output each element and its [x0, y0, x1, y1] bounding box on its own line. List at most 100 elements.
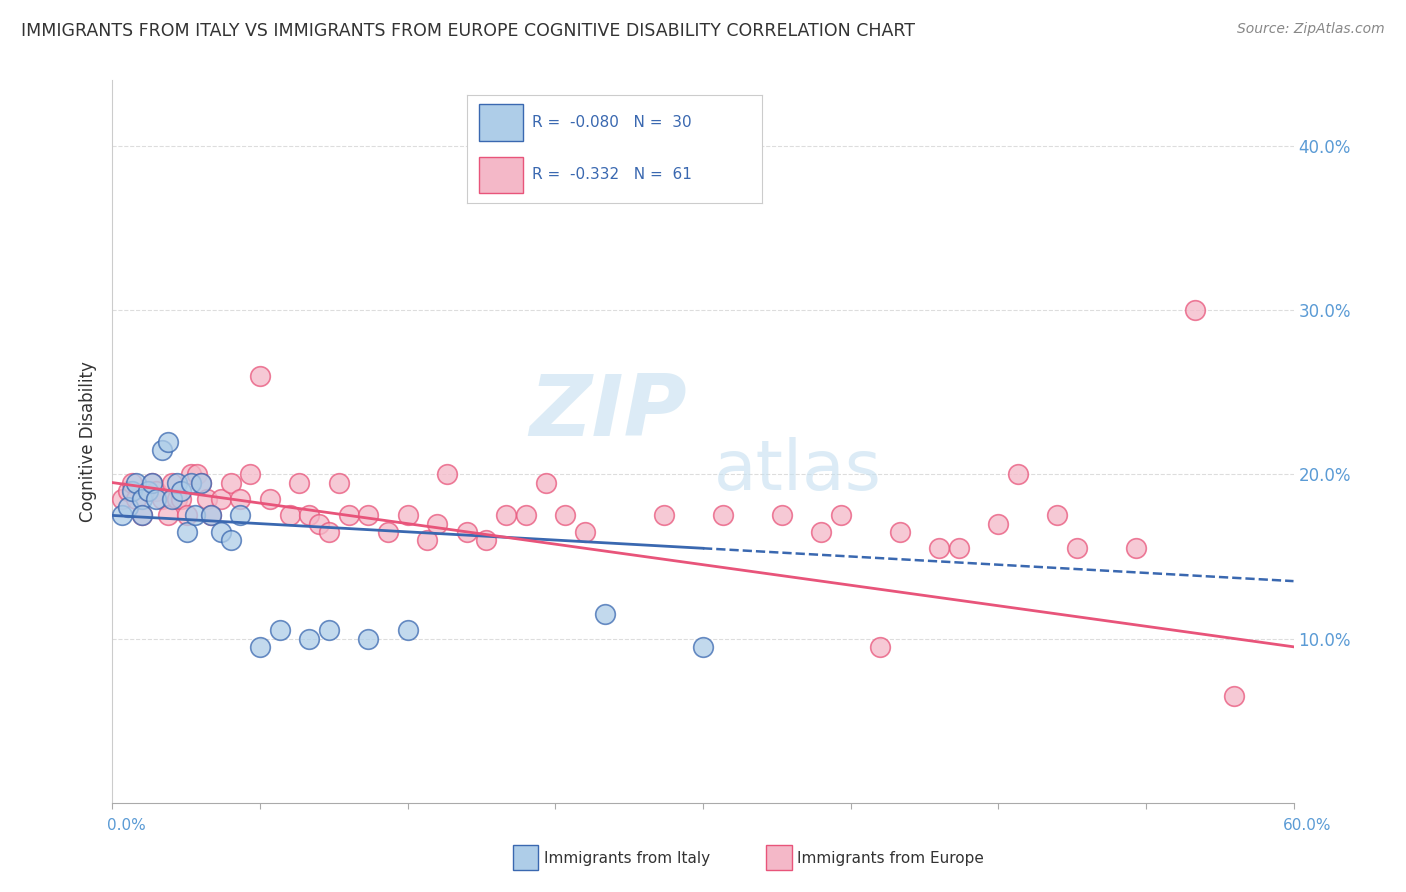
Point [150, 491, 173, 506]
Point [136, 483, 159, 498]
Point [125, 475, 148, 490]
Point [195, 491, 218, 506]
Point [219, 533, 242, 547]
Point [810, 524, 832, 539]
Point [298, 508, 321, 523]
Point [889, 524, 911, 539]
Point [328, 475, 350, 490]
Point [948, 541, 970, 556]
Point [200, 508, 222, 523]
Point [190, 475, 212, 490]
Point [170, 491, 193, 506]
Point [166, 475, 188, 490]
Point [711, 508, 734, 523]
Point [145, 483, 167, 498]
Point [160, 491, 183, 506]
Text: atlas: atlas [714, 437, 882, 504]
Point [298, 632, 321, 646]
Point [1066, 541, 1088, 556]
Point [436, 467, 458, 482]
Point [288, 475, 311, 490]
Point [186, 467, 208, 482]
Point [1046, 508, 1069, 523]
Text: 0.0%: 0.0% [107, 818, 146, 832]
Point [150, 442, 173, 457]
Point [160, 475, 183, 490]
Point [396, 508, 419, 523]
Point [377, 524, 399, 539]
Text: 60.0%: 60.0% [1284, 818, 1331, 832]
Point [131, 508, 153, 523]
Point [692, 640, 714, 654]
Point [131, 508, 153, 523]
Point [200, 508, 222, 523]
Point [229, 508, 252, 523]
Point [495, 508, 517, 523]
Point [111, 508, 134, 523]
Text: Source: ZipAtlas.com: Source: ZipAtlas.com [1237, 22, 1385, 37]
Point [318, 624, 340, 638]
Point [259, 491, 281, 506]
Point [180, 467, 202, 482]
Point [249, 640, 271, 654]
Point [416, 533, 439, 547]
Point [136, 483, 159, 498]
Point [170, 483, 193, 498]
Point [239, 467, 262, 482]
Point [145, 491, 167, 506]
Point [121, 483, 143, 498]
Point [176, 524, 198, 539]
Point [475, 533, 498, 547]
Point [308, 516, 330, 531]
Point [770, 508, 793, 523]
Point [830, 508, 852, 523]
Point [337, 508, 360, 523]
Point [426, 516, 449, 531]
Text: Immigrants from Europe: Immigrants from Europe [797, 851, 984, 865]
Point [141, 475, 163, 490]
Point [209, 524, 232, 539]
Point [1184, 303, 1206, 318]
Point [166, 491, 188, 506]
Point [156, 434, 179, 449]
Point [249, 368, 271, 383]
Text: Immigrants from Italy: Immigrants from Italy [544, 851, 710, 865]
Point [184, 508, 207, 523]
Point [1125, 541, 1147, 556]
Point [574, 524, 596, 539]
Point [269, 624, 291, 638]
Point [357, 632, 380, 646]
Point [318, 524, 340, 539]
Point [1007, 467, 1029, 482]
Point [396, 624, 419, 638]
Point [180, 475, 202, 490]
Point [131, 491, 153, 506]
Text: ZIP: ZIP [530, 371, 688, 454]
Point [357, 508, 380, 523]
Point [156, 508, 179, 523]
Point [117, 483, 139, 498]
Point [141, 475, 163, 490]
Point [117, 500, 139, 515]
Point [534, 475, 557, 490]
Point [593, 607, 616, 621]
Point [652, 508, 675, 523]
Point [1223, 689, 1246, 703]
Y-axis label: Cognitive Disability: Cognitive Disability [79, 361, 97, 522]
Point [111, 491, 134, 506]
Point [278, 508, 301, 523]
Point [987, 516, 1010, 531]
Point [121, 475, 143, 490]
Point [229, 491, 252, 506]
Point [456, 524, 478, 539]
Point [176, 508, 198, 523]
Point [515, 508, 537, 523]
Point [928, 541, 950, 556]
Point [554, 508, 576, 523]
Point [125, 491, 148, 506]
Point [869, 640, 891, 654]
Point [219, 475, 242, 490]
Point [190, 475, 212, 490]
Point [209, 491, 232, 506]
Text: IMMIGRANTS FROM ITALY VS IMMIGRANTS FROM EUROPE COGNITIVE DISABILITY CORRELATION: IMMIGRANTS FROM ITALY VS IMMIGRANTS FROM… [21, 22, 915, 40]
